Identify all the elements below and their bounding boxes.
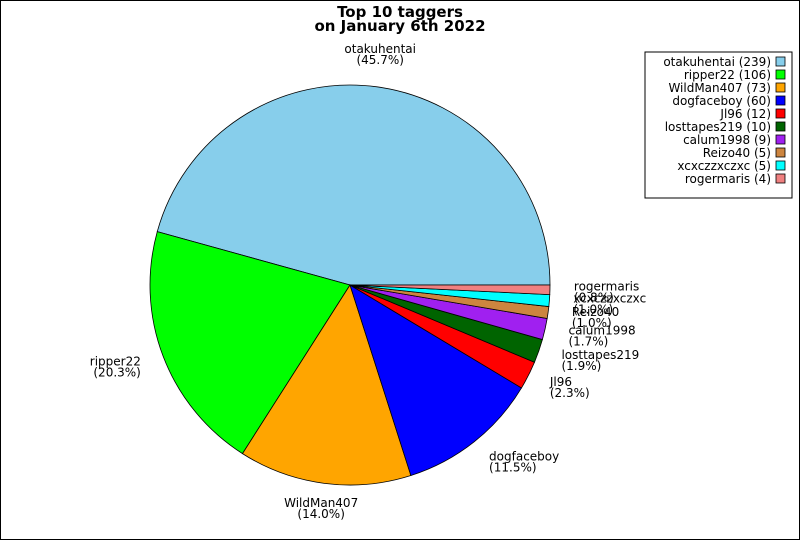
slice-percent: (0.8%)	[574, 290, 614, 304]
slice-label: xcxczzxczxc	[573, 291, 646, 305]
slice-label: ripper22	[90, 354, 141, 368]
slice-label: Reizo40	[572, 305, 619, 319]
slice-percent: (45.7%)	[356, 53, 403, 67]
legend-label: rogermaris (4)	[685, 172, 771, 186]
slice-percent: (1.9%)	[561, 359, 601, 373]
pie-slice	[156, 84, 551, 286]
pie-slice	[241, 284, 412, 486]
slice-percent: (14.0%)	[297, 507, 344, 521]
slice-label: otakuhentai	[344, 42, 416, 56]
slice-label: dogfaceboy	[489, 450, 559, 464]
pie-slice	[349, 284, 551, 296]
legend-swatch	[775, 173, 786, 184]
slice-label: WildMan407	[284, 496, 358, 510]
slice-label: Jl96	[549, 375, 572, 389]
slice-label: rogermaris	[574, 279, 639, 293]
legend-swatch	[775, 56, 786, 67]
slice-percent: (2.3%)	[550, 386, 590, 400]
legend-label: Reizo40 (5)	[703, 146, 771, 160]
legend-swatch	[775, 160, 786, 171]
legend-box	[644, 51, 793, 199]
slice-percent: (1.0%)	[572, 316, 612, 330]
pie-slice	[149, 231, 351, 455]
legend-swatch	[775, 147, 786, 158]
chart-title: Top 10 taggers	[337, 3, 463, 21]
legend-label: losttapes219 (10)	[665, 120, 771, 134]
legend-swatch	[775, 69, 786, 80]
pie-slice	[349, 284, 523, 477]
legend-swatch	[775, 108, 786, 119]
legend-swatch	[775, 134, 786, 145]
legend-label: Jl96 (12)	[719, 107, 771, 121]
chart-subtitle: on January 6th 2022	[314, 17, 485, 35]
slice-label: calum1998	[568, 323, 635, 337]
legend-label: calum1998 (9)	[683, 133, 771, 147]
legend-label: ripper22 (106)	[684, 68, 771, 82]
slice-label: losttapes219	[561, 348, 639, 362]
legend-swatch	[775, 95, 786, 106]
legend-label: otakuhentai (239)	[663, 55, 771, 69]
legend-swatch	[775, 121, 786, 132]
legend-label: dogfaceboy (60)	[672, 94, 771, 108]
slice-percent: (1.7%)	[568, 334, 608, 348]
legend-swatch	[775, 82, 786, 93]
slice-percent: (20.3%)	[93, 365, 140, 379]
slice-percent: (1.0%)	[573, 302, 613, 316]
legend-label: xcxczzxczxc (5)	[677, 159, 771, 173]
legend-label: WildMan407 (73)	[668, 81, 771, 95]
slice-percent: (11.5%)	[489, 461, 536, 475]
